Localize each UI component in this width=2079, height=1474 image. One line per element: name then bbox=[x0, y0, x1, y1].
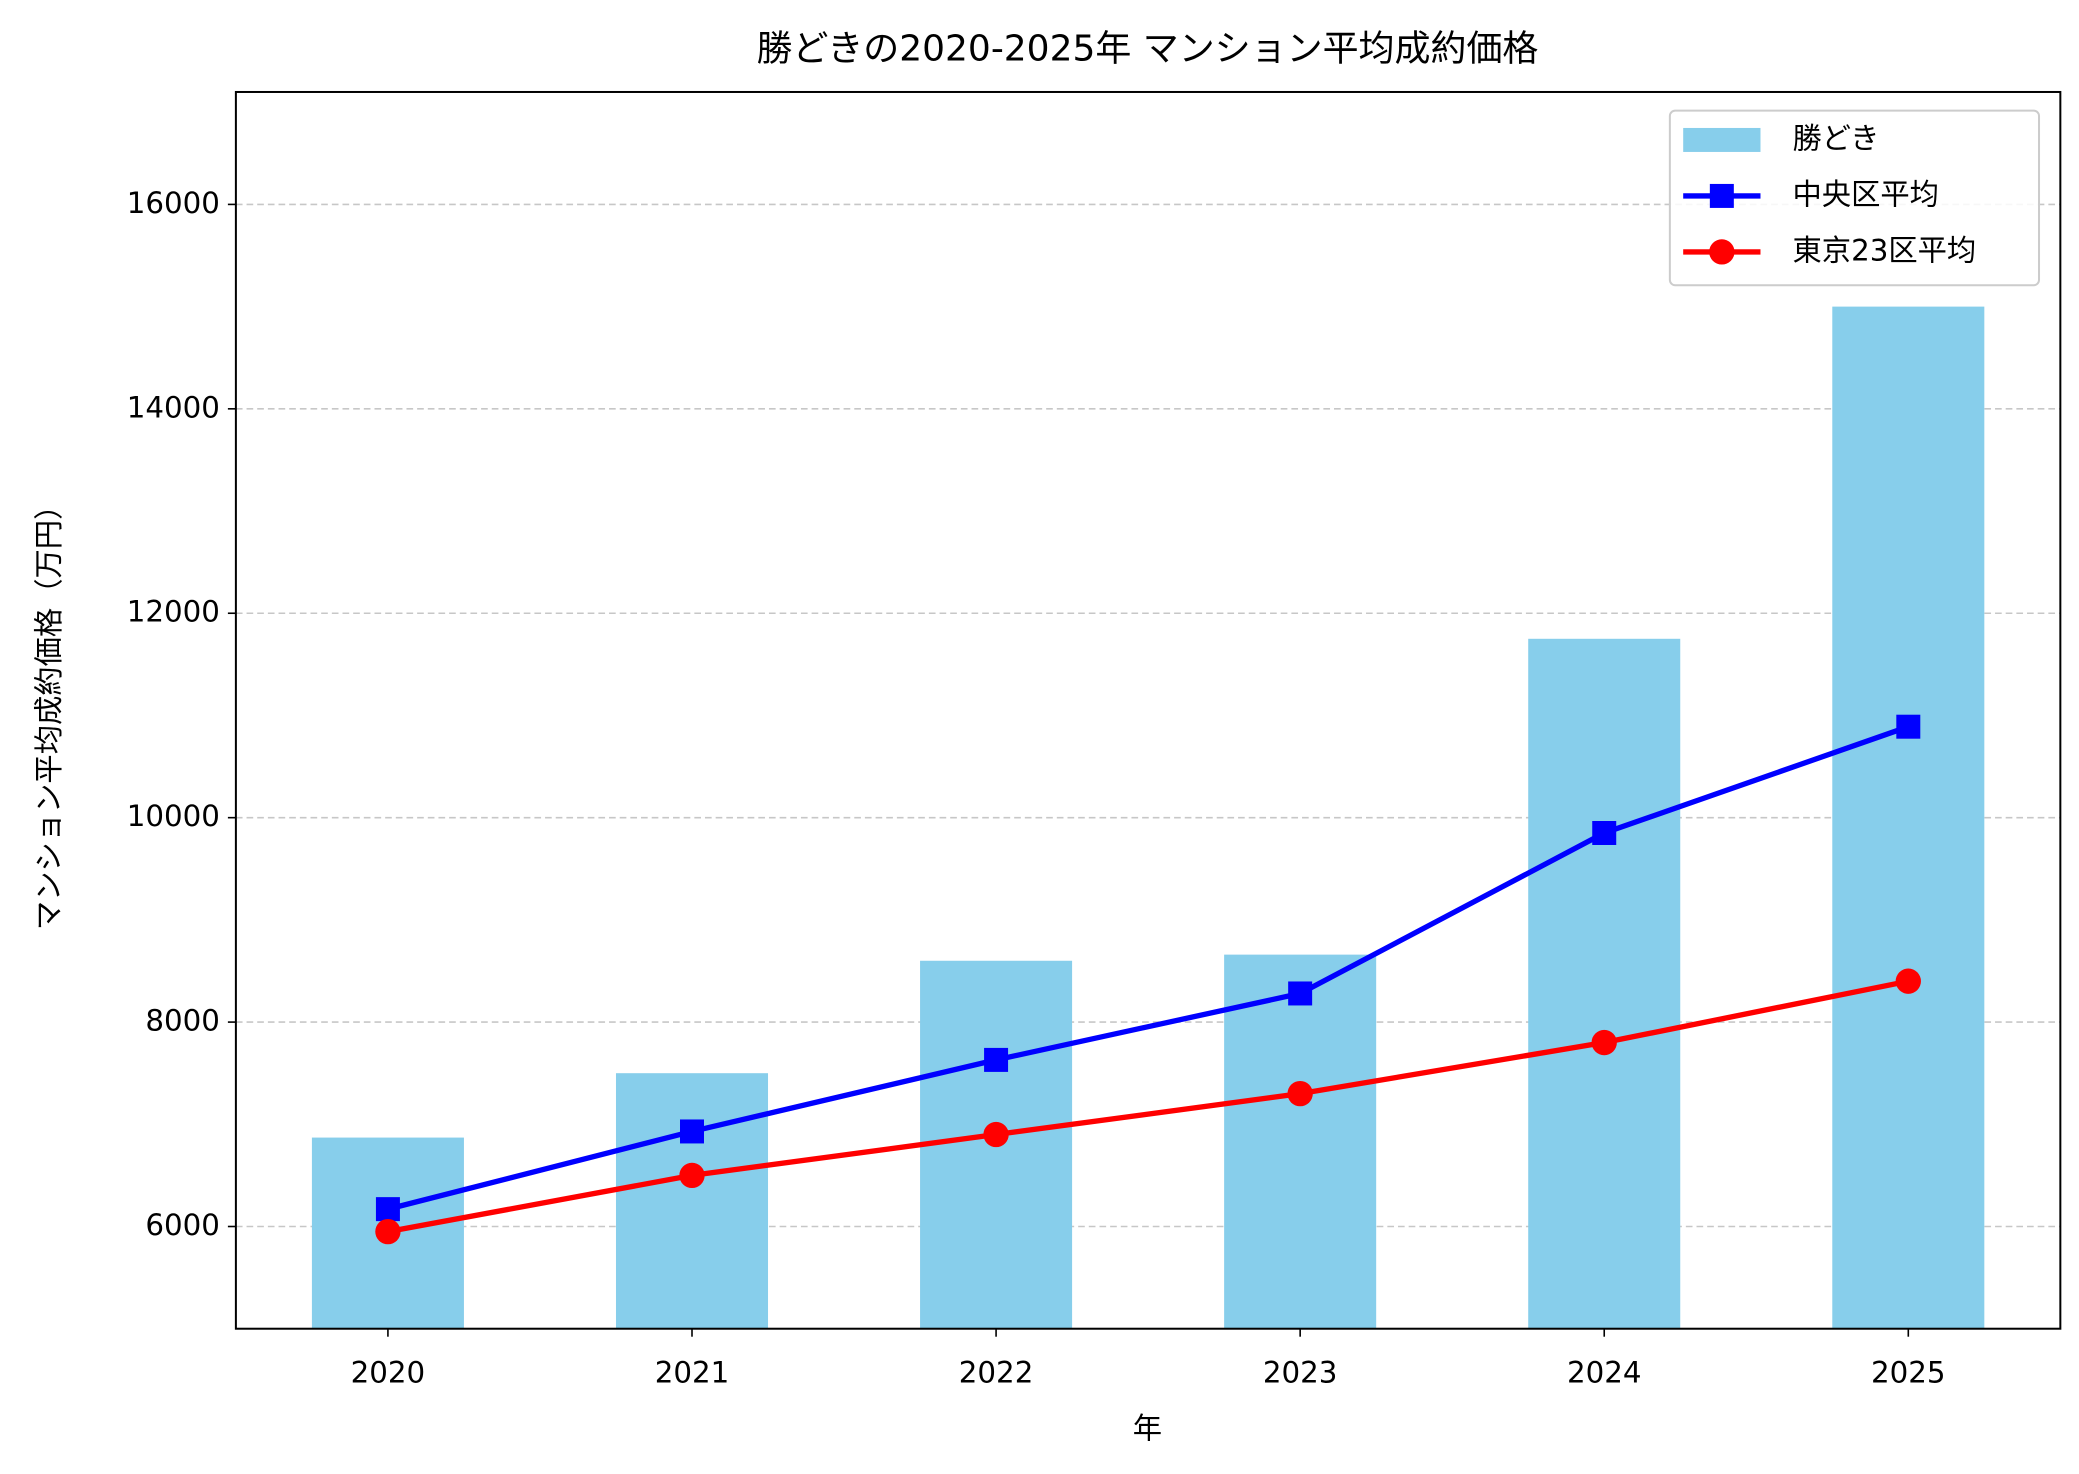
line bbox=[387, 978, 1909, 1235]
marker bbox=[983, 1121, 1009, 1148]
marker bbox=[1591, 1029, 1617, 1056]
marker bbox=[1287, 1080, 1313, 1107]
x-tick-label: 2020 bbox=[351, 1356, 426, 1390]
legend-frame bbox=[1668, 109, 2041, 287]
bar bbox=[1832, 306, 1985, 1329]
marker bbox=[1895, 968, 1921, 994]
x-axis-label: 年 bbox=[1133, 1412, 1162, 1446]
x-tick-label: 2023 bbox=[1263, 1356, 1338, 1390]
y-tick-label: 12000 bbox=[127, 595, 220, 629]
bar bbox=[615, 1073, 769, 1329]
marker bbox=[375, 1197, 400, 1222]
marker bbox=[679, 1162, 705, 1189]
x-tick-label: 2024 bbox=[1567, 1356, 1642, 1390]
marker bbox=[375, 1218, 401, 1245]
x-tick-label: 2021 bbox=[655, 1356, 730, 1390]
axes-frame bbox=[234, 90, 2062, 1330]
marker bbox=[1896, 714, 1921, 739]
legend-label: 東京23区平均 bbox=[1792, 233, 1976, 267]
legend-swatch bbox=[1683, 127, 1761, 152]
bar bbox=[1528, 638, 1681, 1329]
y-tick-label: 8000 bbox=[145, 1004, 220, 1038]
legend-label: 勝どき bbox=[1792, 121, 1879, 155]
line bbox=[387, 724, 1910, 1212]
x-tick-label: 2025 bbox=[1871, 1356, 1946, 1390]
y-tick-label: 16000 bbox=[127, 186, 220, 220]
legend-marker bbox=[1709, 183, 1734, 208]
y-tick-label: 10000 bbox=[127, 799, 220, 833]
bar bbox=[1224, 954, 1377, 1329]
marker bbox=[984, 1047, 1009, 1072]
y-axis-label: マンション平均成約価格（万円） bbox=[32, 491, 66, 930]
marker bbox=[1288, 981, 1313, 1006]
legend-label: 中央区平均 bbox=[1792, 177, 1938, 211]
marker bbox=[680, 1119, 704, 1144]
y-tick-label: 14000 bbox=[127, 390, 220, 424]
legend-marker bbox=[1709, 239, 1735, 265]
marker bbox=[1592, 821, 1617, 845]
chart-title: 勝どきの2020-2025年 マンション平均成約価格 bbox=[756, 29, 1538, 70]
x-tick-label: 2022 bbox=[959, 1356, 1034, 1390]
y-tick-label: 6000 bbox=[145, 1208, 220, 1242]
